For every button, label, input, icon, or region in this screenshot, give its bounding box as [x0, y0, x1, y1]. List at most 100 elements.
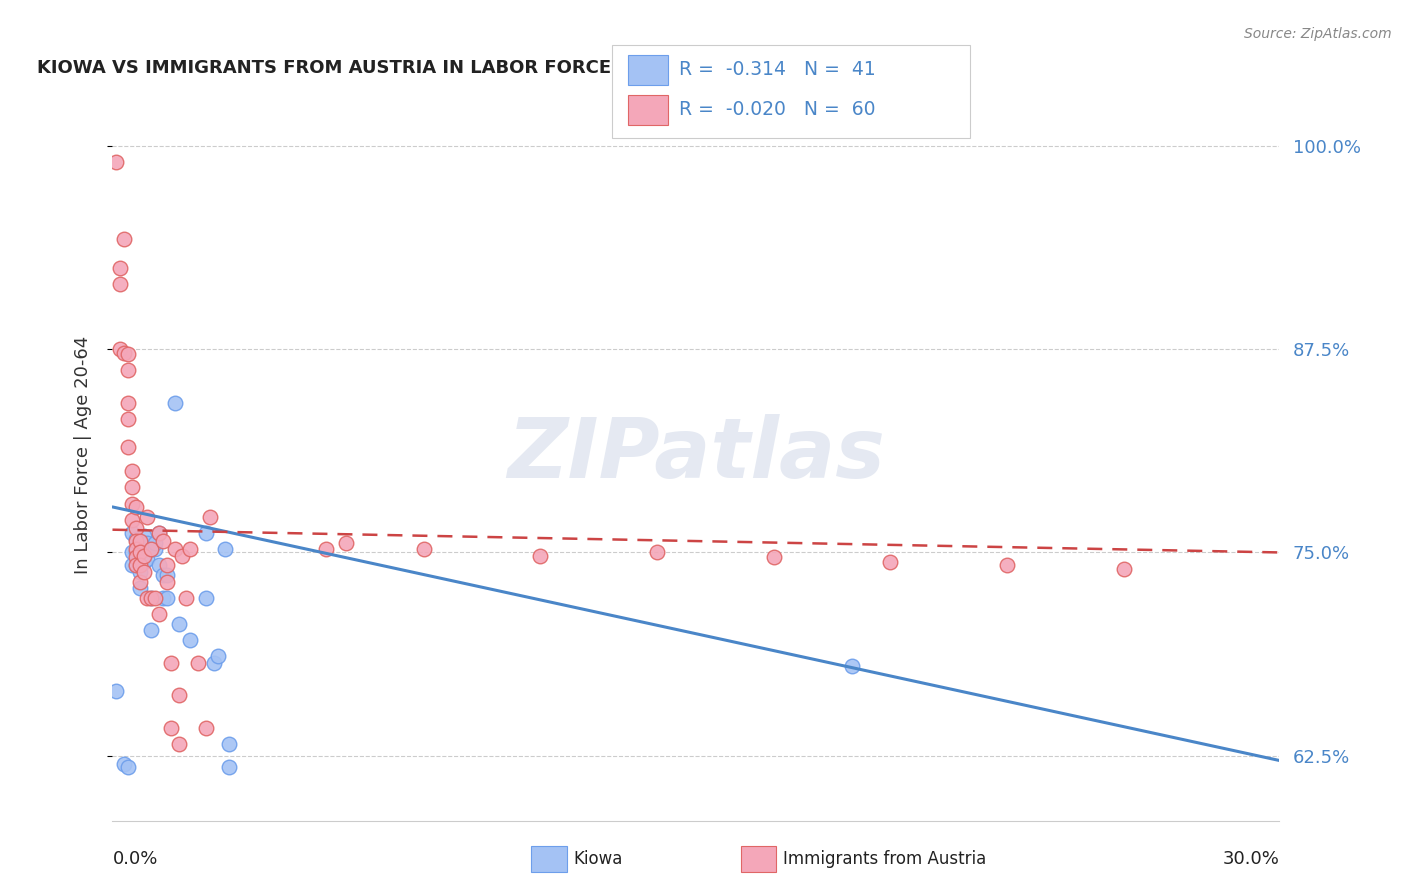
Point	[125, 533, 148, 547]
Point	[167, 737, 190, 751]
Point	[117, 347, 139, 361]
Text: Immigrants from Austria: Immigrants from Austria	[783, 850, 987, 868]
Point	[117, 440, 139, 454]
Point	[132, 542, 155, 557]
Point	[125, 545, 148, 559]
Point	[132, 555, 155, 569]
Point	[132, 529, 155, 543]
Y-axis label: In Labor Force | Age 20-64: In Labor Force | Age 20-64	[73, 335, 91, 574]
Point	[172, 549, 194, 563]
Text: R =  -0.020   N =  60: R = -0.020 N = 60	[679, 100, 876, 120]
Point	[125, 550, 148, 565]
Point	[110, 260, 132, 275]
Text: R =  -0.314   N =  41: R = -0.314 N = 41	[679, 60, 876, 79]
Point	[121, 497, 143, 511]
Point	[148, 525, 170, 540]
Point	[152, 568, 174, 582]
Point	[105, 155, 128, 169]
Point	[128, 558, 150, 573]
Point	[148, 525, 170, 540]
Point	[125, 521, 148, 535]
Text: 0.0%: 0.0%	[112, 850, 157, 868]
Point	[125, 500, 148, 514]
Point	[207, 649, 229, 664]
Point	[143, 591, 166, 605]
Point	[995, 558, 1018, 573]
Point	[121, 525, 143, 540]
Point	[125, 558, 148, 573]
Point	[117, 412, 139, 426]
Point	[136, 509, 159, 524]
Point	[132, 549, 155, 563]
Point	[105, 683, 128, 698]
Point	[141, 591, 163, 605]
Point	[167, 617, 190, 632]
Point	[152, 591, 174, 605]
Point	[143, 535, 166, 549]
Point	[121, 513, 143, 527]
Point	[202, 656, 225, 670]
Point	[167, 689, 190, 703]
Point	[128, 534, 150, 549]
Point	[156, 591, 179, 605]
Point	[194, 721, 217, 735]
Point	[112, 345, 135, 359]
Text: ZIPatlas: ZIPatlas	[508, 415, 884, 495]
Point	[412, 542, 434, 557]
Point	[163, 396, 186, 410]
Point	[762, 550, 785, 565]
Point	[179, 542, 201, 557]
Point	[841, 659, 863, 673]
Point	[128, 545, 150, 559]
Point	[125, 534, 148, 549]
Point	[194, 591, 217, 605]
Point	[141, 542, 163, 557]
Text: 30.0%: 30.0%	[1223, 850, 1279, 868]
Point	[335, 535, 357, 549]
Point	[128, 581, 150, 595]
Point	[125, 542, 148, 557]
Point	[148, 558, 170, 573]
Point	[117, 396, 139, 410]
Point	[218, 760, 240, 774]
Point	[156, 568, 179, 582]
Point	[110, 343, 132, 357]
Point	[194, 525, 217, 540]
Point	[179, 633, 201, 648]
Point	[136, 591, 159, 605]
Point	[141, 624, 163, 638]
Point	[141, 542, 163, 557]
Point	[121, 558, 143, 573]
Point	[117, 363, 139, 377]
Point	[315, 542, 337, 557]
Point	[121, 464, 143, 478]
Text: Kiowa: Kiowa	[574, 850, 623, 868]
Point	[128, 565, 150, 579]
Point	[163, 542, 186, 557]
Point	[879, 555, 901, 569]
Point	[160, 656, 183, 670]
Point	[112, 756, 135, 771]
Point	[198, 509, 221, 524]
Point	[1112, 562, 1135, 576]
Point	[136, 535, 159, 549]
Point	[176, 591, 198, 605]
Point	[187, 656, 209, 670]
Point	[132, 565, 155, 579]
Point	[128, 574, 150, 589]
Point	[128, 549, 150, 563]
Point	[125, 558, 148, 573]
Point	[645, 545, 668, 559]
Point	[156, 574, 179, 589]
Point	[143, 542, 166, 557]
Point	[214, 542, 236, 557]
Text: Source: ZipAtlas.com: Source: ZipAtlas.com	[1244, 27, 1392, 41]
Point	[117, 760, 139, 774]
Text: KIOWA VS IMMIGRANTS FROM AUSTRIA IN LABOR FORCE | AGE 20-64 CORRELATION CHART: KIOWA VS IMMIGRANTS FROM AUSTRIA IN LABO…	[37, 59, 956, 77]
Point	[218, 737, 240, 751]
Point	[121, 480, 143, 494]
Point	[529, 549, 551, 563]
Point	[136, 552, 159, 566]
Point	[156, 558, 179, 573]
Point	[160, 721, 183, 735]
